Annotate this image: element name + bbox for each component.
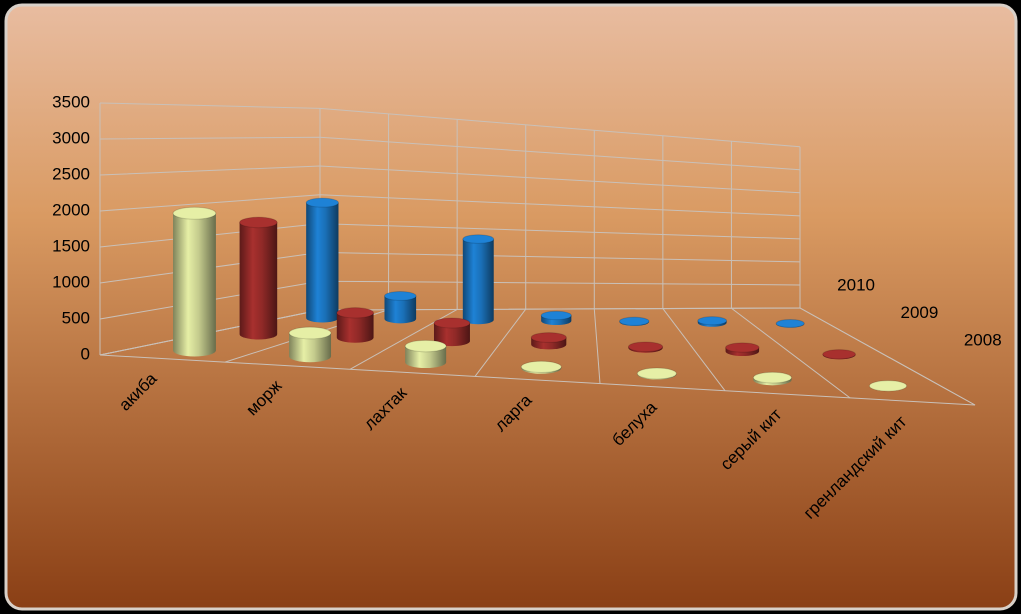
bar [336,307,375,343]
bar [822,349,856,360]
floor-line [349,308,458,370]
bar [530,332,567,350]
y-tick-label: 1500 [52,236,90,255]
legend-label: 2010 [837,276,875,295]
bar [520,360,562,374]
floor-line [593,308,601,384]
bar [752,371,793,386]
bar [868,380,908,392]
y-tick-label: 500 [62,308,90,327]
bar [404,339,447,369]
bar [288,326,332,363]
y-tick-label: 2500 [52,164,90,183]
bar [540,310,572,326]
y-tick-label: 0 [81,344,90,363]
floor-line [474,308,527,377]
bar [697,316,728,327]
bar [172,206,217,357]
bar [239,216,278,340]
bar [636,367,677,380]
floor-line [799,307,976,406]
floor-line [662,308,726,392]
bar [383,291,417,324]
y-tick-label: 1000 [52,272,90,291]
legend-label: 2009 [901,303,939,322]
bar [627,341,664,353]
y-tick-label: 3500 [52,92,90,111]
legend-label: 2008 [964,330,1002,349]
y-tick-label: 2000 [52,200,90,219]
y-tick-label: 3000 [52,128,90,147]
bar [725,342,760,357]
chart-frame [4,3,1018,611]
bar [775,319,805,328]
bar [305,197,339,323]
bar [462,234,495,325]
floor-line [731,307,851,399]
bar [618,316,650,326]
bar [433,317,471,347]
